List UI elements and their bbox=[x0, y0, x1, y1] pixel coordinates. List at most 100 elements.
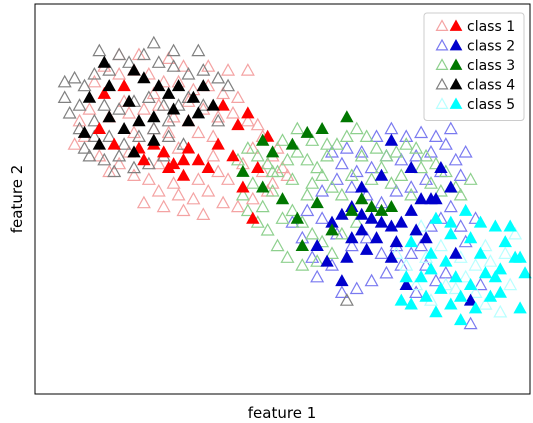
point-filled-class-1-15 bbox=[211, 137, 225, 150]
point-hollow-class-3-60 bbox=[290, 121, 305, 135]
point-hollow-class-3-36 bbox=[285, 203, 300, 217]
point-hollow-class-4-41 bbox=[166, 43, 181, 57]
point-filled-class-4-5 bbox=[122, 94, 136, 107]
point-hollow-class-1-55 bbox=[161, 51, 176, 65]
point-hollow-class-1-2 bbox=[112, 66, 127, 80]
point-hollow-class-5-18 bbox=[389, 246, 404, 259]
point-hollow-class-1-71 bbox=[171, 141, 186, 154]
point-hollow-class-4-4 bbox=[112, 47, 127, 61]
point-filled-class-1-2 bbox=[92, 121, 107, 135]
point-filled-class-5-22 bbox=[454, 289, 468, 302]
point-hollow-class-2-28 bbox=[453, 168, 468, 181]
point-hollow-class-4-8 bbox=[166, 59, 181, 72]
point-filled-class-2-31 bbox=[419, 231, 433, 244]
point-hollow-class-3-54 bbox=[433, 183, 448, 197]
legend-label-5: class 5 bbox=[467, 97, 515, 113]
point-hollow-class-1-74 bbox=[72, 113, 87, 127]
point-hollow-class-1-11 bbox=[82, 102, 97, 115]
point-hollow-class-4-1 bbox=[77, 78, 92, 92]
point-filled-class-5-19 bbox=[419, 289, 433, 302]
point-hollow-class-3-48 bbox=[315, 168, 330, 181]
point-hollow-class-4-0 bbox=[67, 70, 82, 84]
point-filled-class-2-24 bbox=[384, 250, 399, 263]
point-filled-class-1-17 bbox=[231, 118, 245, 131]
point-filled-class-2-16 bbox=[369, 231, 384, 244]
point-hollow-class-3-24 bbox=[404, 187, 419, 201]
point-filled-class-2-8 bbox=[374, 215, 389, 228]
point-filled-class-1-6 bbox=[157, 145, 171, 158]
point-hollow-class-3-57 bbox=[349, 215, 364, 228]
point-hollow-class-2-10 bbox=[438, 137, 453, 150]
point-hollow-class-1-58 bbox=[176, 59, 191, 72]
point-filled-class-2-23 bbox=[359, 242, 374, 255]
point-hollow-class-2-13 bbox=[394, 152, 409, 166]
point-filled-class-3-14 bbox=[364, 199, 379, 213]
point-filled-class-5-32 bbox=[513, 250, 527, 263]
point-hollow-class-1-39 bbox=[161, 125, 176, 139]
point-filled-class-3-17 bbox=[236, 164, 250, 177]
point-filled-class-3-6 bbox=[256, 180, 270, 193]
legend-filled-marker-2 bbox=[449, 38, 463, 51]
point-hollow-class-1-45 bbox=[136, 195, 151, 209]
point-filled-class-2-14 bbox=[409, 223, 423, 236]
point-filled-class-5-2 bbox=[444, 227, 458, 240]
point-filled-class-5-15 bbox=[414, 270, 428, 283]
point-filled-class-2-5 bbox=[335, 207, 349, 220]
point-hollow-class-2-29 bbox=[443, 199, 458, 213]
point-hollow-class-1-5 bbox=[156, 74, 171, 88]
point-hollow-class-4-16 bbox=[112, 102, 127, 115]
point-hollow-class-2-16 bbox=[349, 164, 364, 178]
point-hollow-class-3-14 bbox=[369, 141, 384, 154]
point-filled-class-1-16 bbox=[226, 149, 240, 162]
point-filled-class-3-13 bbox=[355, 192, 369, 205]
point-hollow-class-2-45 bbox=[315, 211, 330, 224]
point-hollow-class-4-23 bbox=[211, 113, 226, 127]
point-hollow-class-4-10 bbox=[196, 63, 211, 76]
point-hollow-class-3-59 bbox=[275, 133, 290, 146]
point-hollow-class-2-49 bbox=[374, 246, 389, 259]
point-filled-class-1-19 bbox=[236, 180, 250, 193]
point-hollow-class-1-23 bbox=[112, 156, 127, 170]
point-filled-class-1-12 bbox=[176, 168, 191, 181]
point-filled-class-5-4 bbox=[473, 215, 488, 228]
point-hollow-class-3-29 bbox=[305, 176, 320, 189]
point-hollow-class-1-67 bbox=[250, 117, 265, 131]
point-filled-class-5-30 bbox=[473, 246, 488, 259]
point-hollow-class-4-14 bbox=[87, 113, 102, 127]
point-hollow-class-3-16 bbox=[389, 144, 404, 158]
point-hollow-class-3-5 bbox=[280, 152, 295, 166]
point-hollow-class-4-34 bbox=[112, 148, 127, 162]
point-hollow-class-3-19 bbox=[419, 148, 434, 162]
point-hollow-class-3-25 bbox=[384, 176, 399, 189]
point-filled-class-2-22 bbox=[340, 250, 354, 263]
point-hollow-class-3-63 bbox=[265, 164, 280, 178]
point-hollow-class-4-11 bbox=[211, 70, 226, 84]
legend-label-4: class 4 bbox=[467, 78, 515, 94]
point-filled-class-5-34 bbox=[518, 266, 532, 279]
point-filled-class-4-12 bbox=[206, 98, 220, 111]
point-filled-class-5-5 bbox=[488, 219, 503, 232]
point-filled-class-4-10 bbox=[186, 90, 201, 103]
point-hollow-class-4-25 bbox=[87, 129, 102, 142]
legend-label-2: class 2 bbox=[467, 39, 515, 55]
point-hollow-class-2-33 bbox=[404, 246, 419, 259]
point-hollow-class-3-11 bbox=[339, 129, 354, 142]
point-filled-class-2-1 bbox=[404, 160, 418, 174]
point-hollow-class-3-38 bbox=[305, 226, 320, 240]
point-hollow-class-5-13 bbox=[448, 281, 463, 295]
point-hollow-class-2-35 bbox=[379, 265, 394, 279]
point-hollow-class-5-8 bbox=[458, 269, 473, 283]
point-filled-class-3-5 bbox=[265, 145, 280, 158]
point-filled-class-4-2 bbox=[102, 79, 116, 92]
point-filled-class-3-10 bbox=[295, 238, 309, 252]
legend: class 1 class 2 class 3 class 4 class 5 bbox=[423, 12, 525, 121]
point-hollow-class-1-59 bbox=[201, 59, 216, 72]
point-hollow-class-4-31 bbox=[176, 137, 191, 150]
point-hollow-class-2-11 bbox=[423, 144, 439, 158]
point-hollow-class-4-5 bbox=[122, 55, 137, 68]
point-filled-class-5-31 bbox=[488, 270, 503, 283]
point-filled-class-2-10 bbox=[394, 215, 408, 228]
point-hollow-class-5-6 bbox=[508, 226, 523, 240]
point-hollow-class-4-32 bbox=[82, 148, 97, 162]
point-hollow-class-4-9 bbox=[181, 66, 196, 80]
